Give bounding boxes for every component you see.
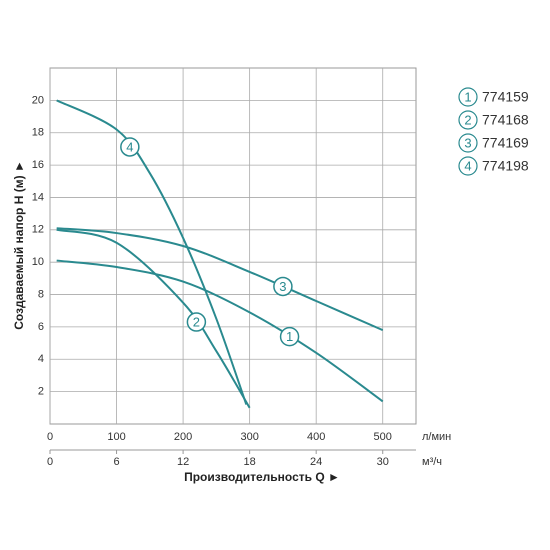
x-unit: л/мин	[422, 431, 451, 443]
curve	[56, 99, 248, 405]
x2-unit: м³/ч	[422, 456, 442, 468]
curve-marker-label: 2	[193, 314, 200, 329]
y-axis-title: Создаваемый напор H (м) ►	[12, 160, 26, 330]
y-tick-label: 14	[32, 191, 44, 203]
x-axis-title: Производительность Q ►	[184, 470, 340, 484]
curve-marker	[273, 276, 293, 297]
x-tick-label: 500	[374, 431, 392, 443]
curve-marker-label: 1	[286, 329, 293, 344]
x2-tick-label: 24	[310, 456, 322, 468]
y-tick-label: 10	[32, 256, 44, 268]
x2-tick-label: 12	[177, 456, 189, 468]
y-tick-label: 16	[32, 159, 44, 171]
curve-marker-label: 4	[126, 139, 133, 154]
y-tick-label: 18	[32, 127, 44, 139]
x-tick-label: 400	[307, 431, 325, 443]
x2-tick-label: 0	[47, 456, 53, 468]
y-tick-label: 2	[38, 386, 44, 398]
curve-marker-label: 3	[279, 279, 286, 294]
x2-tick-label: 6	[113, 456, 119, 468]
y-tick-label: 4	[38, 353, 44, 365]
legend-marker-label: 3	[464, 135, 471, 150]
curve	[56, 227, 384, 332]
y-tick-label: 6	[38, 321, 44, 333]
x-tick-label: 300	[240, 431, 258, 443]
legend-marker	[458, 110, 478, 130]
legend-marker-label: 4	[464, 158, 471, 173]
curve-marker	[186, 312, 207, 332]
legend-label: 774168	[482, 112, 529, 128]
y-tick-label: 20	[32, 94, 44, 106]
legend-marker-label: 2	[464, 112, 471, 127]
curve-marker	[279, 326, 300, 347]
legend-marker	[458, 133, 478, 153]
legend-marker	[458, 87, 478, 107]
y-tick-label: 12	[32, 224, 44, 236]
legend-label: 774159	[482, 89, 529, 105]
legend-marker	[458, 156, 478, 176]
curve	[56, 228, 251, 409]
legend-label: 774169	[482, 135, 529, 151]
legend-marker-label: 1	[464, 89, 471, 104]
x-tick-label: 100	[107, 431, 125, 443]
legend-label: 774198	[482, 158, 529, 174]
x-tick-label: 200	[174, 431, 192, 443]
x-tick-label: 0	[47, 431, 53, 443]
x2-tick-label: 30	[377, 456, 389, 468]
curve	[56, 259, 384, 403]
x2-tick-label: 18	[244, 456, 256, 468]
curve-marker	[120, 137, 140, 157]
y-tick-label: 8	[38, 288, 44, 300]
